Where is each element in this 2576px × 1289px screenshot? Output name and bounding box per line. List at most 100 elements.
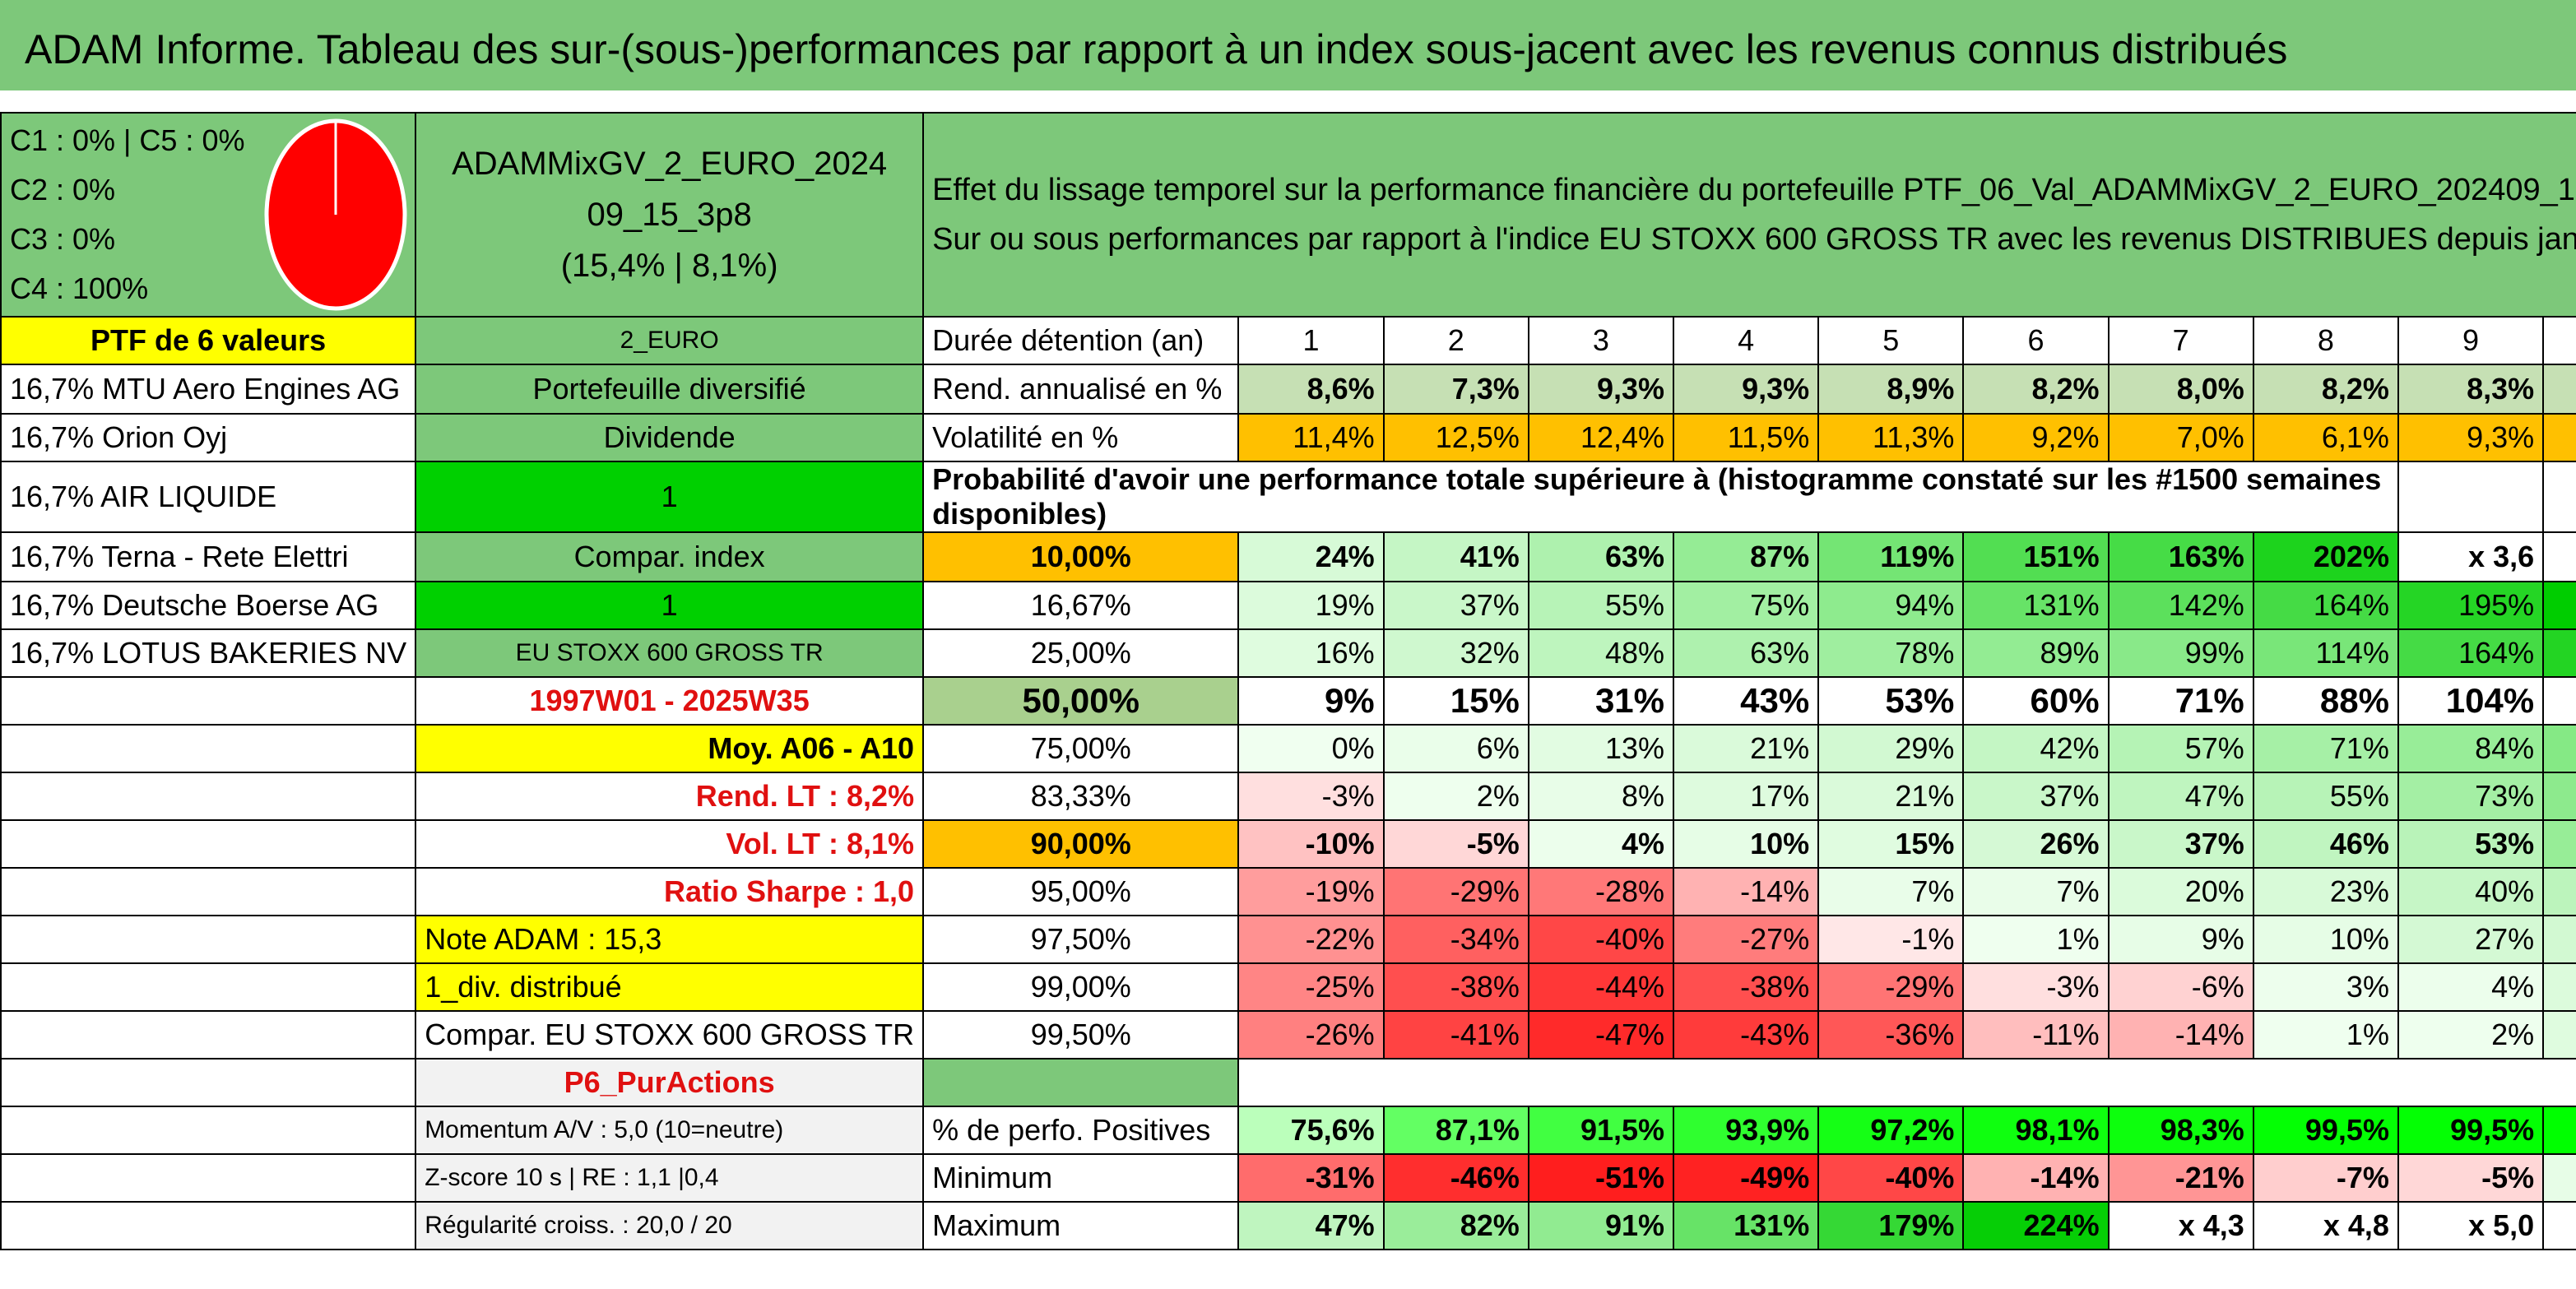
probability-value: -3% — [1237, 772, 1385, 821]
probability-value: 50% — [2542, 867, 2576, 916]
probability-value: -38% — [1382, 962, 1529, 1012]
return-value: 9,3% — [1673, 364, 1820, 415]
year-header: 7 — [2107, 316, 2254, 365]
compar-index-flag: 1 — [415, 581, 925, 630]
empty-green-cell — [922, 1058, 1240, 1107]
return-value: 8,0% — [2107, 364, 2254, 415]
table-row: Momentum A/V : 5,0 (10=neutre)% de perfo… — [0, 1106, 2576, 1155]
asset-class-line: C3 : 0% — [10, 222, 116, 256]
probability-value: 32% — [1382, 628, 1529, 678]
probability-value: 164% — [2252, 581, 2399, 630]
probability-value: 6% — [1382, 724, 1529, 773]
fund-name-line1: ADAMMixGV_2_EURO_2024 — [452, 146, 888, 182]
probability-value: 17% — [1673, 772, 1820, 821]
probability-value: 4% — [2397, 962, 2545, 1012]
summary-value: -49% — [1673, 1153, 1820, 1203]
table-row: 16,7% AIR LIQUIDE 1 Probabilité d'avoir un… — [0, 461, 2576, 533]
title-bar: ADAM Informe. Tableau des sur-(sous-)per… — [0, 0, 2576, 99]
probability-value: 31% — [1527, 676, 1675, 726]
empty-cell — [0, 772, 417, 821]
probability-value: 55% — [1527, 581, 1675, 630]
probability-value: 46% — [2252, 819, 2399, 869]
empty-cell — [0, 819, 417, 869]
summary-value: 224% — [1962, 1201, 2110, 1250]
probability-value: 89% — [1962, 628, 2110, 678]
return-value: 9,3% — [1527, 364, 1675, 415]
summary-value: x 4,3 — [2107, 1201, 2254, 1250]
probability-value: -29% — [1382, 867, 1529, 916]
asset-class-line: C2 : 0% — [10, 173, 116, 206]
volatility-value: 11,5% — [1673, 413, 1820, 462]
fund-name-line2: 09_15_3p8 — [587, 197, 752, 233]
summary-value: 91,5% — [1527, 1106, 1675, 1155]
currency-label: 2_EURO — [415, 316, 925, 365]
probability-value: 15% — [1817, 819, 1965, 869]
date-range: 1997W01 - 2025W35 — [415, 676, 925, 726]
probability-value: 202% — [2252, 531, 2399, 582]
probability-value: -29% — [1817, 962, 1965, 1012]
probability-value: 2% — [2397, 1010, 2545, 1059]
empty-cell — [0, 962, 417, 1012]
table-row: PTF de 6 valeurs 2_EURO Durée détention (a… — [0, 316, 2576, 365]
probability-value: 2% — [1382, 772, 1529, 821]
probability-value: 10% — [2252, 915, 2399, 964]
volatility-value: 6,1% — [2252, 413, 2399, 462]
holding-5: 16,7% Deutsche Boerse AG — [0, 581, 417, 630]
probability-value: -44% — [1527, 962, 1675, 1012]
probability-value: -40% — [1527, 915, 1675, 964]
profile-label: P6_PurActions — [415, 1058, 925, 1107]
probability-value: -34% — [1382, 915, 1529, 964]
return-label: Rend. annualisé en % — [922, 364, 1240, 415]
probability-value: 40% — [2397, 867, 2545, 916]
year-header: 3 — [1527, 316, 1675, 365]
summary-value: 87,1% — [1382, 1106, 1529, 1155]
probability-value: -26% — [1237, 1010, 1385, 1059]
strategy-label: Dividende — [415, 413, 925, 462]
probability-value: -38% — [1673, 962, 1820, 1012]
probability-threshold: 83,33% — [922, 772, 1240, 821]
empty-cell — [0, 1153, 417, 1203]
probability-value: 16% — [1237, 628, 1385, 678]
summary-value: 82% — [1382, 1201, 1529, 1250]
summary-value: -46% — [1382, 1153, 1529, 1203]
probability-value: 8% — [1527, 772, 1675, 821]
return-value: 8,2% — [2252, 364, 2399, 415]
year-header: 5 — [1817, 316, 1965, 365]
allocation-pie-chart — [264, 118, 407, 311]
table-row: 16,7% LOTUS BAKERIES NV EU STOXX 600 GROS… — [0, 628, 2576, 678]
probability-threshold: 90,00% — [922, 819, 1240, 869]
probability-value: 88% — [2252, 676, 2399, 726]
strategy-flag: 1 — [415, 461, 925, 533]
probability-value: 47% — [2107, 772, 2254, 821]
probability-value: 87% — [1673, 531, 1820, 582]
probability-value: 3% — [2252, 962, 2399, 1012]
probability-value: -11% — [1962, 1010, 2110, 1059]
long-term-volatility: Vol. LT : 8,1% — [415, 819, 925, 869]
probability-value: 75% — [1673, 581, 1820, 630]
summary-value: x 5,0 — [2397, 1201, 2545, 1250]
return-value: 8,6% — [1237, 364, 1385, 415]
probability-value: 127% — [2542, 676, 2576, 726]
empty-cell — [0, 724, 417, 773]
probability-value: 1% — [2252, 1010, 2399, 1059]
probability-value: 55% — [2252, 772, 2399, 821]
table-row: 16,7% Terna - Rete Elettri Compar. index 1… — [0, 531, 2576, 582]
probability-value: 43% — [1673, 676, 1820, 726]
summary-value: 100,0% — [2542, 1106, 2576, 1155]
probability-value: 71% — [2252, 724, 2399, 773]
return-value: 8,6% — [2542, 364, 2576, 415]
probability-value: -1% — [1817, 915, 1965, 964]
probability-value: 85% — [2542, 819, 2576, 869]
probability-value: 7% — [1962, 867, 2110, 916]
probability-value: x 3,8 — [2542, 531, 2576, 582]
summary-value: 47% — [1237, 1201, 1385, 1250]
probability-value: 26% — [1962, 819, 2110, 869]
probability-value: 21% — [1673, 724, 1820, 773]
summary-value: -31% — [1237, 1153, 1385, 1203]
probability-value: 37% — [1382, 581, 1529, 630]
holding-4: 16,7% Terna - Rete Elettri — [0, 531, 417, 582]
table-row: 16,7% Deutsche Boerse AG 1 16,67% 19% 37% 55%… — [0, 581, 2576, 630]
summary-value: -7% — [2252, 1153, 2399, 1203]
probability-value: -27% — [1673, 915, 1820, 964]
probability-value: 131% — [1962, 581, 2110, 630]
